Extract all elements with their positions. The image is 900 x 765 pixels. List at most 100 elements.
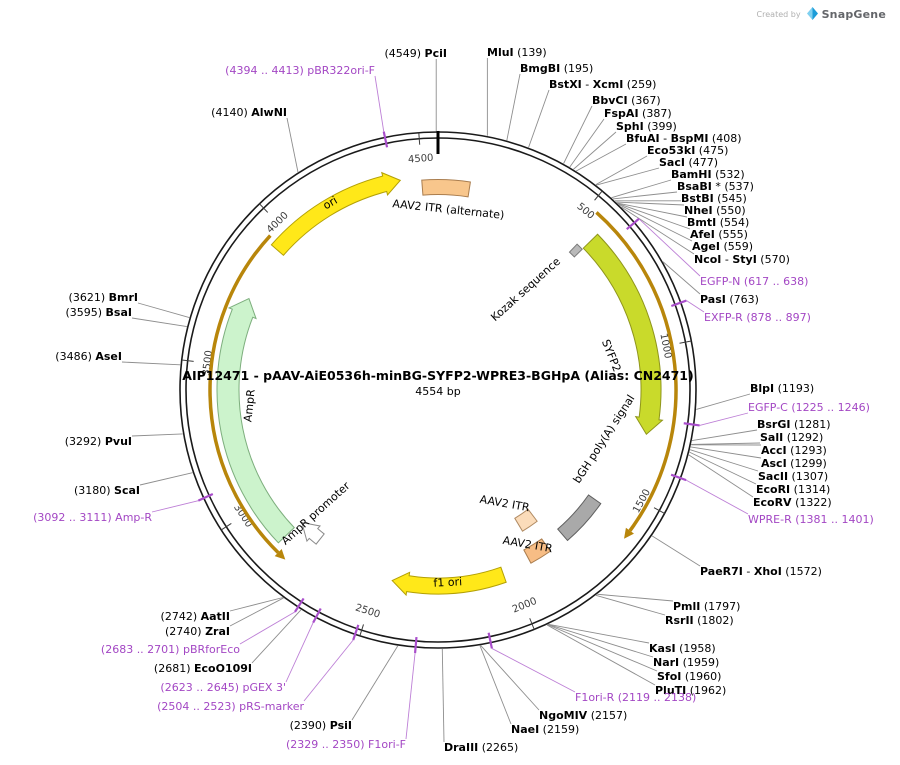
primer-label[interactable]: EGFP-C (1225 .. 1246) bbox=[748, 401, 870, 414]
site-label[interactable]: (3595) BsaI bbox=[65, 306, 132, 319]
leader-line bbox=[690, 446, 762, 459]
site-label[interactable]: PaeR7I - XhoI (1572) bbox=[700, 565, 822, 578]
feature-label-bgh-polya[interactable]: bGH poly(A) signal bbox=[571, 392, 638, 485]
site-label[interactable]: SphI (399) bbox=[616, 120, 677, 133]
primer-label[interactable]: (2623 .. 2645) pGEX 3' bbox=[160, 681, 286, 694]
plasmid-title-block: AIP12471 - pAAV-AiE0536h-minBG-SYFP2-WPR… bbox=[182, 368, 693, 398]
site-label[interactable]: (3486) AseI bbox=[55, 350, 122, 363]
feature-label-ampr[interactable]: AmpR bbox=[241, 388, 257, 422]
site-label[interactable]: BstBI (545) bbox=[681, 192, 747, 205]
primer-label[interactable]: (2329 .. 2350) F1ori-F bbox=[286, 738, 406, 751]
leader-line bbox=[696, 393, 751, 410]
feature-label-kozak[interactable]: Kozak sequence bbox=[488, 255, 563, 324]
leader-line bbox=[617, 202, 691, 230]
site-label[interactable]: AfeI (555) bbox=[690, 228, 748, 241]
site-label[interactable]: (2740) ZraI bbox=[165, 625, 230, 638]
site-label[interactable]: (3621) BmrI bbox=[69, 291, 138, 304]
snapgene-logo-text: SnapGene bbox=[821, 8, 886, 21]
primer-label[interactable]: EXFP-R (878 .. 897) bbox=[704, 311, 811, 324]
feature-aav2-itr-1[interactable] bbox=[514, 508, 538, 532]
primer-label[interactable]: F1ori-R (2119 .. 2138) bbox=[575, 691, 696, 704]
site-label[interactable]: PmlI (1797) bbox=[673, 600, 740, 613]
leader-line bbox=[611, 179, 672, 199]
leader-line bbox=[479, 645, 512, 725]
leader-line bbox=[595, 594, 666, 616]
primer-tick bbox=[670, 299, 687, 308]
primer-label[interactable]: (3092 .. 3111) Amp-R bbox=[33, 511, 152, 524]
leader-line bbox=[441, 648, 445, 743]
site-label[interactable]: (2742) AatII bbox=[161, 610, 230, 623]
site-label[interactable]: AgeI (559) bbox=[692, 240, 753, 253]
site-label[interactable]: SacI (477) bbox=[659, 156, 718, 169]
site-label[interactable]: PasI (763) bbox=[700, 293, 759, 306]
site-label[interactable]: BfuAI - BspMI (408) bbox=[626, 132, 742, 145]
site-label[interactable]: NgoMIV (2157) bbox=[539, 709, 627, 722]
site-label[interactable]: DraIII (2265) bbox=[444, 741, 518, 754]
feature-label-f1-ori[interactable]: f1 ori bbox=[433, 575, 462, 589]
site-label[interactable]: (4140) AlwNI bbox=[211, 106, 287, 119]
site-label[interactable]: BlpI (1193) bbox=[750, 382, 814, 395]
site-label[interactable]: (2390) PsiI bbox=[290, 719, 352, 732]
feature-syfp2[interactable] bbox=[582, 233, 664, 435]
site-label[interactable]: BsrGI (1281) bbox=[757, 418, 831, 431]
leader-line bbox=[547, 624, 658, 672]
feature-kozak[interactable] bbox=[568, 243, 583, 258]
leader-line bbox=[239, 611, 296, 645]
site-label[interactable]: FspAI (387) bbox=[604, 107, 672, 120]
site-label[interactable]: PluTI (1962) bbox=[655, 684, 726, 697]
leader-line bbox=[651, 535, 701, 567]
leader-line bbox=[491, 648, 576, 693]
feature-label-aav2-itr-1[interactable]: AAV2 ITR bbox=[479, 493, 531, 515]
site-label[interactable]: (2681) EcoO109I bbox=[154, 662, 252, 675]
site-label[interactable]: (4549) PciI bbox=[384, 47, 447, 60]
feature-label-aav2-itr-alt[interactable]: AAV2 ITR (alternate) bbox=[392, 197, 505, 222]
primer-label[interactable]: WPRE-R (1381 .. 1401) bbox=[748, 513, 874, 526]
feature-aav2-itr-alt[interactable] bbox=[421, 179, 471, 198]
leader-line bbox=[563, 105, 593, 164]
site-label[interactable]: KasI (1958) bbox=[649, 642, 716, 655]
site-label[interactable]: MluI (139) bbox=[487, 46, 547, 59]
arc-arrowhead bbox=[274, 549, 286, 560]
site-label[interactable]: SalI (1292) bbox=[760, 431, 823, 444]
site-label[interactable]: NheI (550) bbox=[684, 204, 746, 217]
site-label[interactable]: AscI (1299) bbox=[761, 457, 827, 470]
site-label[interactable]: SfoI (1960) bbox=[657, 670, 721, 683]
site-label[interactable]: NarI (1959) bbox=[653, 656, 719, 669]
site-label[interactable]: BamHI (532) bbox=[671, 168, 745, 181]
site-label[interactable]: BstXI - XcmI (259) bbox=[549, 78, 656, 91]
feature-ori[interactable] bbox=[270, 171, 402, 257]
scale-tick-label: 500 bbox=[574, 201, 596, 222]
feature-label-ori[interactable]: ori bbox=[321, 194, 340, 212]
leader-line bbox=[691, 442, 761, 445]
leader-line bbox=[286, 117, 299, 173]
site-label[interactable]: BsaBI * (537) bbox=[677, 180, 754, 193]
feature-ampr-promoter[interactable] bbox=[301, 521, 325, 545]
primer-label[interactable]: EGFP-N (617 .. 638) bbox=[700, 275, 808, 288]
site-label[interactable]: BbvCI (367) bbox=[592, 94, 661, 107]
site-label[interactable]: BmtI (554) bbox=[687, 216, 749, 229]
site-label[interactable]: NaeI (2159) bbox=[511, 723, 579, 736]
primer-tick bbox=[626, 217, 640, 230]
site-label[interactable]: RsrII (1802) bbox=[665, 614, 734, 627]
feature-f1-ori[interactable] bbox=[391, 566, 507, 597]
arc-arrowhead bbox=[624, 527, 634, 539]
site-label[interactable]: BmgBI (195) bbox=[520, 62, 593, 75]
site-label[interactable]: SacII (1307) bbox=[758, 470, 828, 483]
feature-bgh-polya[interactable] bbox=[556, 494, 602, 542]
site-label[interactable]: EcoRI (1314) bbox=[756, 483, 830, 496]
site-label[interactable]: EcoRV (1322) bbox=[753, 496, 832, 509]
feature-aav2-itr-2[interactable] bbox=[523, 538, 552, 564]
primer-label[interactable]: (2683 .. 2701) pBRforEco bbox=[101, 643, 240, 656]
site-label[interactable]: NcoI - StyI (570) bbox=[694, 253, 790, 266]
site-label[interactable]: Eco53kI (475) bbox=[647, 144, 728, 157]
scale-tick bbox=[679, 340, 692, 344]
primer-label[interactable]: (4394 .. 4413) pBR322ori-F bbox=[225, 64, 375, 77]
feature-ampr[interactable] bbox=[216, 297, 295, 544]
site-label[interactable]: (3292) PvuI bbox=[65, 435, 132, 448]
site-label[interactable]: (3180) ScaI bbox=[74, 484, 140, 497]
site-label[interactable]: AccI (1293) bbox=[761, 444, 827, 457]
leader-line bbox=[662, 261, 701, 295]
primer-tick bbox=[312, 607, 322, 624]
primer-label[interactable]: (2504 .. 2523) pRS-marker bbox=[157, 700, 304, 713]
